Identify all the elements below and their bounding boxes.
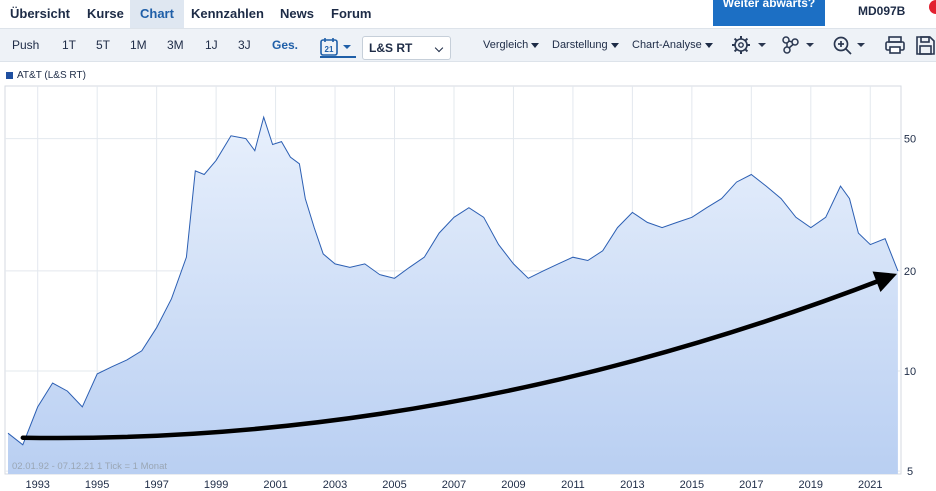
range-1t[interactable]: 1T [62,38,77,52]
caret-down-icon [704,42,713,48]
trend-arrow [20,276,887,441]
x-tick-label: 1999 [204,479,228,491]
menu-chart-analyse[interactable]: Chart-Analyse [632,39,713,51]
chart-legend: AT&T (L&S RT) [6,70,86,81]
tab-chart[interactable]: Chart [130,0,184,28]
price-line [7,115,899,446]
x-tick-label: 2019 [799,479,823,491]
x-tick-label: 2017 [739,479,763,491]
calendar-day: 21 [325,45,334,54]
x-tick-label: 2005 [382,479,406,491]
trend-arrow-head [872,271,898,293]
cta-button[interactable]: Weiter abwärts? [713,0,825,26]
y-axis: 5 10 20 50 [904,134,916,478]
caret-down-icon [531,42,540,48]
tab-forum[interactable]: Forum [331,6,372,21]
range-1j[interactable]: 1J [205,38,218,52]
y-tick-label: 20 [904,266,916,278]
x-tick-label: 2007 [442,479,466,491]
caret-down-icon [610,42,619,48]
x-tick-label: 2001 [263,479,287,491]
exchange-select-value: L&S RT [369,41,413,55]
tab-kennzahlen[interactable]: Kennzahlen [191,6,264,21]
tab-news[interactable]: News [280,6,314,21]
range-gesamt[interactable]: Ges. [272,38,299,52]
zoom-button[interactable] [832,34,872,56]
y-tick-label: 10 [904,366,916,378]
print-icon [885,36,905,54]
exchange-select[interactable]: L&S RT [362,36,451,60]
calendar-icon: 21 [320,38,351,56]
menu-darstellung-label: Darstellung [552,39,608,51]
x-tick-label: 2013 [620,479,644,491]
price-area [8,117,898,474]
menu-chart-analyse-label: Chart-Analyse [632,39,702,51]
cta-label: Weiter abwärts? [722,0,816,10]
save-button[interactable] [914,34,936,56]
settings-button[interactable] [731,34,771,56]
x-tick-label: 2011 [561,479,585,491]
chart-toolbar [0,28,936,62]
range-5t[interactable]: 5T [96,38,111,52]
calendar-button[interactable]: 21 [320,36,356,58]
x-tick-label: 1995 [85,479,109,491]
legend-label: AT&T (L&S RT) [17,70,86,81]
indicators-icon [782,36,799,54]
print-button[interactable] [884,34,908,56]
x-tick-label: 1997 [144,479,168,491]
zoom-icon [833,36,852,55]
x-axis: 1993 1995 1997 1999 2001 2003 2005 2007 2009 2011… [25,479,882,491]
caret-down-icon [806,43,814,47]
security-code: MD097B [858,4,906,18]
tab-uebersicht[interactable]: Übersicht [10,6,70,21]
y-tick-label: 50 [904,134,916,146]
price-chart[interactable]: 1993 1995 1997 1999 2001 2003 2005 2007 2009 2011… [0,82,936,491]
top-navigation: Übersicht Kurse Chart Kennzahlen News Fo… [0,0,936,28]
chevron-down-icon [434,43,444,53]
tab-kurse[interactable]: Kurse [87,6,124,21]
x-tick-label: 2009 [501,479,525,491]
range-3m[interactable]: 3M [167,38,184,52]
x-tick-label: 1993 [25,479,49,491]
menu-darstellung[interactable]: Darstellung [552,39,619,51]
caret-down-icon [758,43,766,47]
indicators-button[interactable] [780,34,820,56]
save-icon [916,36,935,55]
chart-info: 02.01.92 - 07.12.21 1 Tick = 1 Monat [12,461,167,472]
x-tick-label: 2003 [323,479,347,491]
notification-badge[interactable] [929,0,936,14]
range-1m[interactable]: 1M [130,38,147,52]
gear-icon [732,36,750,54]
range-3j[interactable]: 3J [238,38,251,52]
menu-vergleich[interactable]: Vergleich [483,39,540,51]
range-push[interactable]: Push [12,38,40,52]
menu-vergleich-label: Vergleich [483,39,529,51]
x-tick-label: 2021 [858,479,882,491]
x-tick-label: 2015 [680,479,704,491]
caret-down-icon [857,43,865,47]
y-tick-label: 5 [907,466,913,478]
legend-swatch [6,71,13,79]
